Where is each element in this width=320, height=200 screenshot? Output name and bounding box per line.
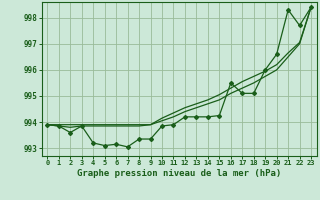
X-axis label: Graphe pression niveau de la mer (hPa): Graphe pression niveau de la mer (hPa) — [77, 169, 281, 178]
